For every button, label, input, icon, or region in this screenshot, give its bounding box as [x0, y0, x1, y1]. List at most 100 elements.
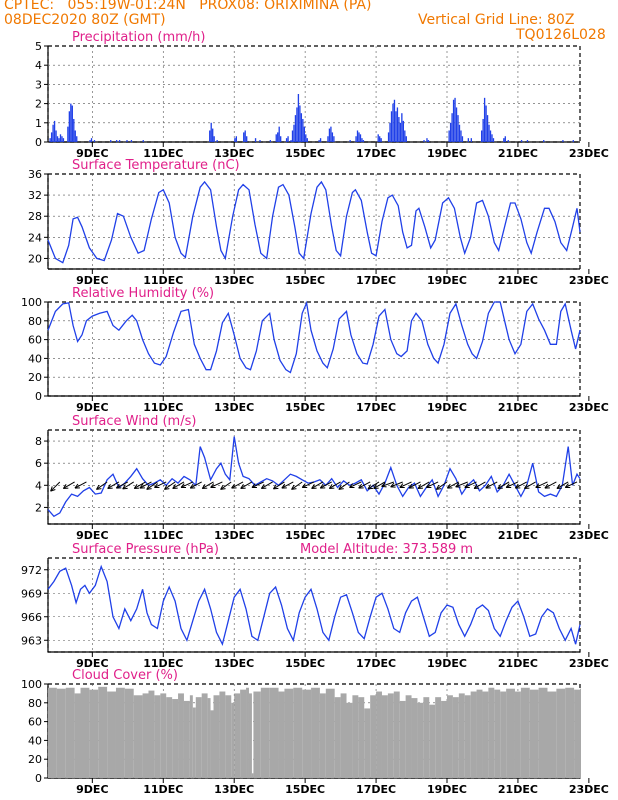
x-tick-label: 15DEC [285, 529, 325, 542]
precip-bar [254, 138, 257, 142]
y-tick-label: 966 [21, 611, 42, 624]
wind-arrow-head [189, 483, 194, 489]
cloud-bar [253, 691, 261, 778]
x-tick-label: 9DEC [76, 529, 108, 542]
x-tick-label: 9DEC [76, 401, 108, 414]
wind-arrow-head [319, 483, 324, 489]
precip-bar [278, 126, 280, 142]
x-tick-label: 23DEC [569, 657, 609, 670]
wind-arrow-head [220, 484, 224, 490]
precip-bar [520, 140, 523, 142]
precip-bar [488, 124, 490, 142]
precip-bar [398, 117, 400, 142]
cloud-bar [210, 710, 214, 778]
x-tick-label: 15DEC [285, 274, 325, 287]
precip-bar [68, 111, 71, 142]
panel-title: Cloud Cover (%) [72, 668, 178, 683]
cloud-bar [166, 697, 173, 778]
precip-bar [90, 138, 93, 142]
precip-bar [393, 99, 396, 142]
precip-bar [50, 132, 53, 142]
precip-bar [449, 122, 452, 142]
cloud-bar [325, 688, 335, 778]
wind-arrow-head [446, 483, 451, 489]
panel-5 [44, 557, 590, 657]
series-line [47, 180, 581, 264]
x-tick-label: 19DEC [427, 657, 467, 670]
cloud-bar [172, 699, 179, 778]
wind-arrow-head [220, 488, 226, 490]
cloud-bar [74, 693, 81, 778]
wind-arrow-head [172, 484, 176, 489]
precip-bar [404, 130, 406, 142]
panel-frame [47, 45, 581, 143]
y-tick-label: 2 [35, 501, 42, 514]
cloud-bar [565, 687, 575, 778]
x-tick-label: 11DEC [143, 401, 183, 414]
wind-arrow-head [164, 488, 170, 490]
wind-arrow-head [301, 483, 306, 488]
x-tick-label: 9DEC [76, 657, 108, 670]
precip-bar [300, 113, 303, 142]
x-tick-label: 13DEC [214, 783, 254, 796]
panel-subtitle: Model Altitude: 373.589 m [300, 542, 473, 557]
precip-bar [562, 140, 564, 142]
precip-bar [401, 113, 403, 142]
wind-arrow [524, 481, 536, 489]
precip-bar [246, 136, 248, 142]
y-tick-label: 2 [35, 98, 42, 111]
cloud-bar [195, 697, 202, 778]
panel-frame [47, 429, 581, 525]
cloud-bar [452, 697, 459, 778]
wind-arrow-head [381, 482, 386, 487]
x-tick-label: 21DEC [498, 401, 538, 414]
y-tick-label: 0 [35, 772, 42, 785]
cloud-bar [574, 689, 580, 778]
wind-arrow [497, 481, 510, 489]
wind-arrow-head [417, 484, 422, 489]
cloud-bar [376, 691, 382, 778]
precip-bar [454, 97, 456, 142]
x-tick-label: 17DEC [356, 147, 396, 160]
y-tick-label: 60 [28, 334, 42, 347]
wind-arrow-head [523, 484, 528, 489]
y-tick-label: 80 [28, 315, 42, 328]
x-tick-label: 15DEC [285, 401, 325, 414]
precip-bar [387, 132, 390, 142]
precip-bar [296, 107, 298, 142]
wind-arrow [320, 481, 332, 489]
wind-arrow-head [96, 484, 100, 490]
wind-arrow [281, 481, 294, 489]
wind-arrow-head [50, 489, 56, 492]
cloud-bar [240, 689, 247, 778]
header-model: TQ0126L028 [516, 27, 606, 43]
wind-arrow-head [231, 483, 235, 489]
precip-bar [355, 136, 357, 142]
x-tick-label: 23DEC [569, 401, 609, 414]
precip-bar [356, 130, 359, 142]
cloud-bar [319, 693, 326, 778]
precip-bar [327, 136, 329, 142]
precip-bar [427, 140, 430, 142]
precip-bar [306, 138, 308, 142]
precip-bar [405, 136, 407, 142]
wind-arrow [122, 481, 134, 490]
precip-bar [290, 140, 292, 142]
wind-arrow-head [544, 483, 549, 489]
cloud-bar [458, 693, 465, 778]
precip-bar [319, 138, 322, 142]
wind-arrow-head [122, 487, 128, 490]
x-tick-label: 11DEC [143, 783, 183, 796]
cloud-bar [429, 704, 436, 778]
wind-arrow-head [50, 486, 53, 492]
cloud-bar [520, 687, 530, 778]
cloud-bar [417, 702, 424, 778]
y-tick-label: 4 [35, 59, 42, 72]
x-tick-label: 9DEC [76, 147, 108, 160]
panel-4 [44, 429, 590, 529]
precip-bar [297, 94, 300, 142]
wind-arrow [231, 481, 244, 489]
cloud-bar [56, 688, 66, 778]
wind-arrow [189, 481, 202, 489]
precip-bar [390, 111, 393, 142]
